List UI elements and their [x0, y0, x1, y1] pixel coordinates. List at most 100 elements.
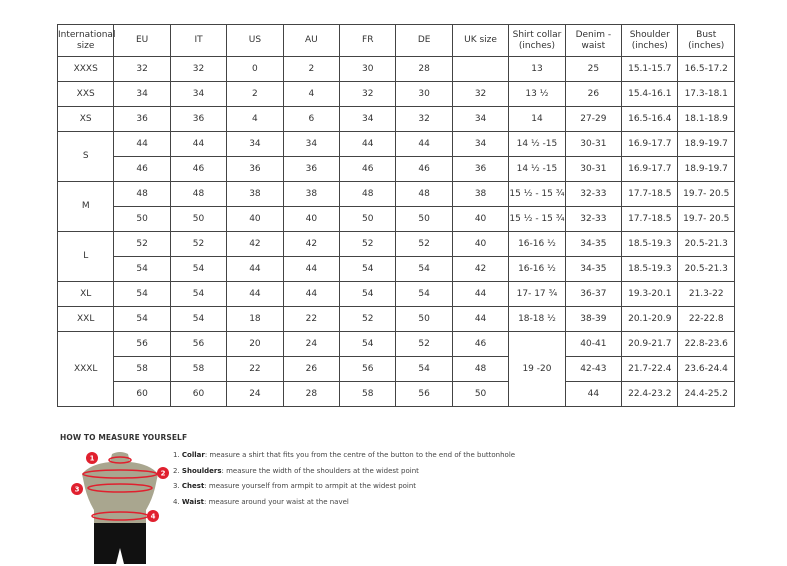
- table-cell: 20.1-20.9: [621, 306, 679, 332]
- table-cell: 46: [113, 156, 171, 182]
- size-chart-table: International size EU IT US AU FR DE UK size Shi…: [56, 24, 735, 407]
- table-cell: 46: [339, 156, 397, 182]
- table-cell: 19.3-20.1: [621, 281, 679, 307]
- international-size-cell: L: [56, 231, 115, 282]
- international-size-cell: M: [56, 181, 115, 232]
- column-header: FR: [339, 24, 397, 57]
- international-size-cell: XS: [56, 106, 115, 132]
- table-cell: 4: [282, 81, 341, 107]
- table-cell: 17- 17 ¾: [508, 281, 566, 307]
- table-row: XXS 34 34 2 4 32 30 32 13 ½ 26 15.4-16.1 17.3-18.1: [56, 81, 735, 107]
- table-cell: 44: [226, 256, 284, 282]
- step-text: : measure the width of the shoulders at …: [221, 466, 419, 475]
- table-cell: 34: [169, 81, 228, 107]
- table-cell: 18.9-19.7: [677, 156, 735, 182]
- step-shoulders: 2. Shoulders: measure the width of the s…: [173, 467, 515, 483]
- table-cell: 22: [226, 356, 284, 382]
- table-row: 46 46 36 36 46 46 36 14 ½ -15 30-31 16.9-17.7 18.9…: [58, 156, 735, 182]
- step-text: : measure a shirt that fits you from the…: [204, 451, 516, 459]
- table-cell: 46: [451, 331, 510, 357]
- column-header: Shoulder (inches): [621, 24, 679, 57]
- table-cell: 44: [113, 131, 171, 157]
- table-cell: 14 ½ -15: [508, 131, 566, 157]
- marker-3: 3: [75, 486, 80, 494]
- table-cell: 44: [282, 281, 341, 307]
- table-cell: 23.6-24.4: [677, 356, 735, 382]
- table-cell: 48: [169, 181, 228, 207]
- table-cell: 54: [339, 281, 397, 307]
- table-cell: 30: [395, 81, 453, 107]
- table-cell: 54: [169, 281, 228, 307]
- table-cell: 30-31: [564, 156, 623, 182]
- table-cell: 42: [451, 256, 510, 282]
- table-row: XL 54 54 44 44 54 54 44 17- 17 ¾ 36-37 19.3-20.1 21…: [56, 281, 735, 307]
- table-cell: 44: [564, 381, 623, 407]
- table-row: XXXS 32 32 0 2 30 28 13 25 15.1-15.7 16.5-17.2: [56, 56, 735, 82]
- table-cell: 34-35: [564, 256, 623, 282]
- table-cell: 40: [451, 206, 510, 232]
- table-row: XXL 54 54 18 22 52 50 44 18-18 ½ 38-39 20.1-20.9 22…: [56, 306, 735, 332]
- torso-measure-figure: 1 2 3 4: [71, 452, 169, 564]
- step-num: 4.: [173, 497, 180, 506]
- table-cell: 22.8-23.6: [677, 331, 735, 357]
- table-cell: 40: [451, 231, 510, 257]
- table-row: 54 54 44 44 54 54 42 16-16 ½ 34-35 18.5-19.3 20.5-…: [58, 256, 735, 282]
- table-cell: 54: [113, 281, 171, 307]
- table-cell: 19.7- 20.5: [677, 206, 735, 232]
- table-cell: 34: [451, 106, 510, 132]
- table-cell: 17.7-18.5: [621, 206, 679, 232]
- table-cell: 34-35: [564, 231, 623, 257]
- table-cell: 32: [451, 81, 510, 107]
- column-header: Denim - waist: [564, 24, 623, 57]
- table-cell: 20.9-21.7: [621, 331, 679, 357]
- table-cell: 52: [339, 231, 397, 257]
- table-cell: 36: [451, 156, 510, 182]
- table-cell: 50: [339, 206, 397, 232]
- table-cell: 46: [395, 156, 453, 182]
- table-cell: 56: [395, 381, 453, 407]
- table-row: S 44 44 34 34 44 44 34 14 ½ -15 30-31 16.9-17.7 18.…: [56, 131, 735, 182]
- column-header: DE: [395, 24, 453, 57]
- table-cell: 32: [169, 56, 228, 82]
- international-size-cell: XXS: [56, 81, 115, 107]
- table-cell: 32: [113, 56, 171, 82]
- table-cell: 16.5-17.2: [677, 56, 735, 82]
- table-cell: 17.7-18.5: [621, 181, 679, 207]
- table-cell: 54: [395, 256, 453, 282]
- table-cell: 16.9-17.7: [621, 156, 679, 182]
- international-size-cell: XL: [56, 281, 115, 307]
- step-num: 2.: [173, 466, 180, 475]
- international-size-cell: S: [56, 131, 115, 182]
- table-cell: 58: [113, 356, 171, 382]
- table-cell: 44: [282, 256, 341, 282]
- table-cell: 17.3-18.1: [677, 81, 735, 107]
- table-cell: 44: [339, 131, 397, 157]
- table-cell: 38: [226, 181, 284, 207]
- table-cell: 28: [282, 381, 341, 407]
- table-cell: 15 ½ - 15 ¾: [508, 181, 566, 207]
- table-row: 60 60 24 28 58 56 50 44 22.4-23.2 24.4-25.2: [58, 381, 735, 407]
- table-cell: 6: [282, 106, 341, 132]
- table-cell: 27-29: [564, 106, 623, 132]
- table-cell: 20.5-21.3: [677, 231, 735, 257]
- table-cell: 54: [395, 356, 453, 382]
- table-row: XS 36 36 4 6 34 32 34 14 27-29 16.5-16.4 18.1-18.9: [56, 106, 735, 132]
- table-cell: 2: [282, 56, 341, 82]
- table-cell: 52: [395, 331, 453, 357]
- table-cell: 16.5-16.4: [621, 106, 679, 132]
- table-cell: 15 ½ - 15 ¾: [508, 206, 566, 232]
- step-term: Chest: [181, 482, 205, 490]
- table-cell: 21.7-22.4: [621, 356, 679, 382]
- table-cell: 40-41: [564, 331, 623, 357]
- table-cell: 30-31: [564, 131, 623, 157]
- table-cell: 60: [169, 381, 228, 407]
- table-cell: 38-39: [564, 306, 623, 332]
- step-num: 1.: [173, 451, 180, 459]
- table-cell: 44: [451, 281, 510, 307]
- column-header: US: [226, 24, 284, 57]
- table-cell: 18: [226, 306, 284, 332]
- table-cell: 16.9-17.7: [621, 131, 679, 157]
- table-cell: 18.5-19.3: [621, 231, 679, 257]
- table-cell: 36-37: [564, 281, 623, 307]
- table-cell: 22: [282, 306, 341, 332]
